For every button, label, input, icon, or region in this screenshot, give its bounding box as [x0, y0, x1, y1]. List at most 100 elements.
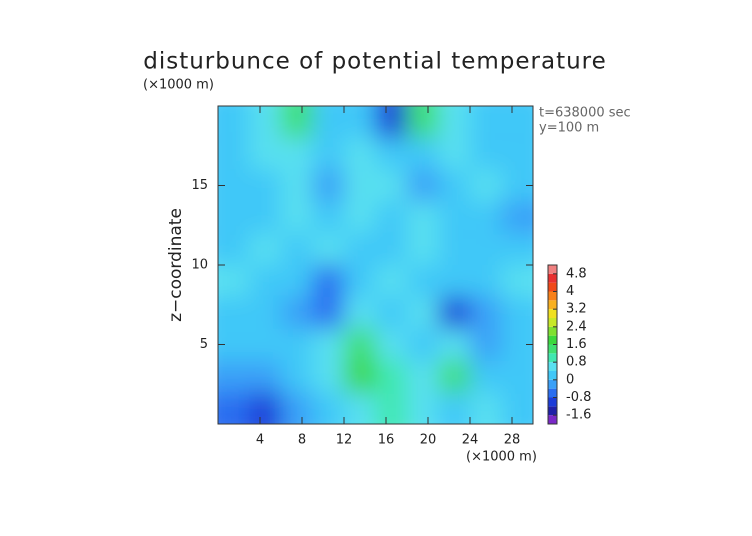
field-cell	[501, 265, 533, 297]
colorbar-tick-label: 2.4	[566, 319, 587, 334]
colorbar-bin	[548, 344, 557, 354]
colorbar-bin	[548, 318, 557, 327]
x-tick-label: 20	[420, 433, 437, 448]
field-cell	[501, 106, 533, 138]
field-cell	[218, 137, 250, 170]
field-cell	[470, 392, 502, 424]
y-axis-label: z−coordinate	[166, 208, 186, 322]
field-cell	[407, 265, 439, 297]
field-cell	[501, 137, 533, 170]
field-cell	[249, 360, 281, 393]
chart-title: disturbunce of potential temperature	[143, 49, 607, 75]
field-cell	[375, 392, 407, 424]
field-cell	[249, 265, 281, 297]
colorbar-tick-label: 0	[566, 372, 574, 387]
colorbar-bin	[548, 406, 557, 416]
colorbar-bin	[548, 273, 557, 283]
colorbar-tick-label: 4	[566, 284, 574, 299]
field-cell	[281, 328, 313, 361]
field-cell	[470, 265, 502, 297]
field-cell	[470, 106, 502, 138]
colorbar-tick-label: 0.8	[566, 355, 587, 370]
field-cell	[312, 201, 344, 234]
field-cell	[375, 328, 407, 361]
field-cell	[281, 360, 313, 393]
field-cell	[249, 169, 281, 202]
field-cell	[344, 201, 376, 234]
field-cell	[281, 233, 313, 265]
colorbar-bin	[548, 371, 557, 380]
field-cell	[438, 265, 470, 297]
field-cell	[470, 137, 502, 170]
colorbar-bin	[548, 282, 557, 292]
field-cell	[438, 137, 470, 170]
field-cell	[501, 392, 533, 424]
field-cell	[470, 201, 502, 234]
field-cell	[407, 106, 439, 138]
field-cell	[218, 360, 250, 393]
colorbar-bin	[548, 291, 557, 301]
field-cell	[312, 106, 344, 138]
field-cell	[375, 360, 407, 393]
field-cell	[281, 296, 313, 329]
field-cell	[470, 328, 502, 361]
field-cell	[218, 296, 250, 329]
x-tick-label: 16	[378, 433, 395, 448]
colorbar-bin	[548, 379, 557, 389]
field-cell	[375, 169, 407, 202]
field-cell	[407, 169, 439, 202]
field-cell	[312, 360, 344, 393]
field-cell	[470, 360, 502, 393]
colorbar-tick-label: 1.6	[566, 337, 587, 352]
field-cell	[312, 265, 344, 297]
colorbar-bin	[548, 326, 557, 336]
field-cell	[218, 233, 250, 265]
field-cell	[438, 233, 470, 265]
colorbar-bin	[548, 265, 557, 274]
field-cell	[375, 137, 407, 170]
field-cell	[438, 392, 470, 424]
field-cell	[407, 201, 439, 234]
field-cell	[501, 233, 533, 265]
field-cell	[438, 296, 470, 329]
field-cell	[438, 169, 470, 202]
y-tick-label: 5	[200, 337, 208, 352]
field-cell	[249, 392, 281, 424]
field-cell	[470, 169, 502, 202]
y-tick-label: 15	[191, 178, 208, 193]
field-cell	[218, 392, 250, 424]
field-cell	[407, 328, 439, 361]
field-cell	[375, 233, 407, 265]
field-cell	[312, 296, 344, 329]
field-cell	[281, 392, 313, 424]
x-unit: (×1000 m)	[466, 450, 537, 465]
field-cell	[375, 106, 407, 138]
annotation: y=100 m	[539, 121, 599, 136]
x-tick-label: 28	[504, 433, 521, 448]
colorbar-tick-label: 4.8	[566, 266, 587, 281]
colorbar-bin	[548, 353, 557, 363]
field-cell	[281, 106, 313, 138]
x-tick-label: 12	[336, 433, 353, 448]
field-cell	[438, 328, 470, 361]
field-cell	[249, 296, 281, 329]
colorbar-bin	[548, 300, 557, 310]
field-cell	[344, 296, 376, 329]
field-cell	[407, 360, 439, 393]
field-cell	[438, 106, 470, 138]
axes: 4 8 12 16 20 24 28 5 10 15 -1.6 -0.8 0 0.8 1.6 2.4 3.2 4 4…	[191, 105, 591, 448]
colorbar-bin	[548, 415, 557, 424]
field-cell	[344, 106, 376, 138]
field-cell	[312, 137, 344, 170]
field-cell	[249, 106, 281, 138]
field-cell	[344, 392, 376, 424]
field-cell	[344, 360, 376, 393]
field-cell	[344, 233, 376, 265]
field-cell	[407, 392, 439, 424]
x-tick-label: 4	[256, 433, 264, 448]
field-cell	[281, 137, 313, 170]
colorbar-tick-label: 3.2	[566, 302, 587, 317]
field-cell	[501, 296, 533, 329]
field-cell	[249, 328, 281, 361]
field-cell	[470, 233, 502, 265]
